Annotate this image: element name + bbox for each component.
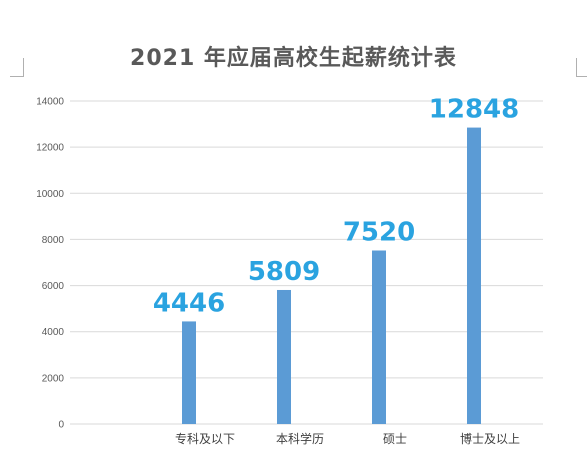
frame-corner-right (576, 58, 577, 76)
data-labels: 4446 5809 7520 12848 (153, 95, 519, 319)
x-axis-categories: 专科及以下 本科学历 硕士 博士及以上 (175, 431, 520, 446)
y-tick-label: 12000 (36, 143, 64, 154)
y-tick-label: 2000 (42, 373, 65, 384)
bar (372, 250, 386, 424)
y-tick-label: 10000 (36, 189, 64, 200)
y-tick-label: 4000 (42, 327, 65, 338)
frame-corner-left-tick (10, 76, 24, 77)
y-tick-label: 8000 (42, 235, 65, 246)
x-tick-label: 专科及以下 (175, 431, 235, 446)
y-tick-label: 6000 (42, 281, 65, 292)
y-axis-ticks: 0 2000 4000 6000 8000 10000 12000 14000 (36, 97, 64, 431)
y-tick-label: 0 (58, 420, 64, 431)
x-tick-label: 本科学历 (276, 431, 324, 446)
data-label: 5809 (248, 257, 320, 287)
data-label: 12848 (429, 95, 519, 125)
bar (277, 289, 291, 424)
bars (182, 127, 481, 425)
frame-corner-left (23, 58, 24, 76)
x-tick-label: 硕士 (383, 432, 407, 446)
x-tick-label: 博士及以上 (460, 431, 520, 446)
chart-title: 2021 年应届高校生起薪统计表 (130, 46, 457, 71)
frame-corner-right-tick (576, 76, 587, 77)
data-label: 4446 (153, 288, 225, 318)
data-label: 7520 (343, 218, 415, 248)
gridlines (70, 100, 543, 425)
bar (182, 321, 196, 424)
bar (467, 127, 481, 425)
y-tick-label: 14000 (36, 97, 64, 108)
